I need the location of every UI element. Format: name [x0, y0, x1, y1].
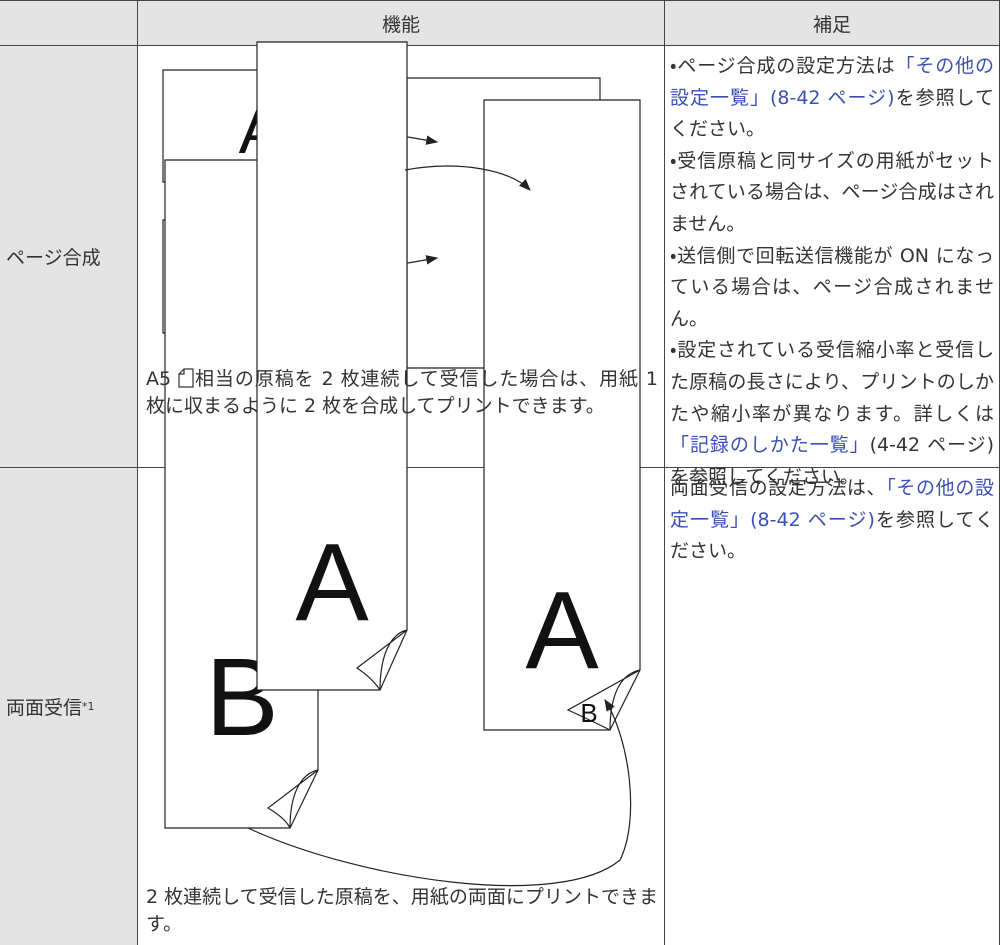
text: 2 枚連続して受信した原稿を、用紙の両面にプリントできます。 [146, 886, 658, 935]
notes: ・ページ合成の設定方法は「その他の設定一覧」(8-42 ページ)を参照してくださ… [670, 51, 994, 493]
arrow [404, 165, 531, 191]
row-label-cell: ページ合成 [0, 46, 138, 468]
link[interactable]: 「記録のしかた一覧」 [670, 434, 870, 457]
notes: 両面受信の設定方法は、「その他の設定一覧」(8-42 ページ)を参照してください… [670, 473, 994, 568]
page-shape [483, 99, 641, 731]
text: 相当の原稿を 2 枚連続して受信した場合は、用紙 1 枚に収まるように 2 枚を… [146, 368, 658, 417]
footnote-mark: *1 [82, 700, 95, 713]
text: ・設定されている受信縮小率と受信した原稿の長さにより、プリントのしかたや縮小率が… [670, 339, 994, 425]
page-curl [266, 769, 319, 829]
text: ・送信側で回転送信機能が ON になっている場合は、ページ合成されません。 [670, 244, 994, 330]
note-item: ・送信側で回転送信機能が ON になっている場合は、ページ合成されません。 [670, 241, 994, 336]
note-item: ・設定されている受信縮小率と受信した原稿の長さにより、プリントのしかたや縮小率が… [670, 335, 994, 493]
description: 2 枚連続して受信した原稿を、用紙の両面にプリントできます。 [146, 884, 658, 938]
header-cell: 機能 [138, 0, 665, 46]
text: ・ページ合成の設定方法は [670, 55, 896, 77]
row-label: 両面受信 [6, 697, 83, 719]
figure-letter: A [525, 569, 599, 692]
figure-letter: A [295, 521, 369, 644]
text: A5 [146, 368, 179, 390]
link[interactable]: 「その他の設定一覧」(8-42 ページ) [670, 55, 994, 109]
text: (4-42 ページ)を参照してください。 [670, 434, 994, 488]
page-curl [566, 669, 641, 731]
page-shape [256, 41, 408, 691]
note-item: ・受信原稿と同サイズの用紙がセットされている場合は、ページ合成はされません。 [670, 146, 994, 241]
text: を参照してください。 [670, 508, 994, 563]
note-item: ・ページ合成の設定方法は「その他の設定一覧」(8-42 ページ)を参照してくださ… [670, 51, 994, 146]
text: を参照してください。 [670, 86, 994, 141]
link[interactable]: 「その他の設定一覧」(8-42 ページ) [670, 477, 994, 531]
header: 機能 [381, 13, 420, 36]
text: ・受信原稿と同サイズの用紙がセットされている場合は、ページ合成はされません。 [670, 149, 994, 235]
feature-cell [138, 468, 665, 945]
page-curl [355, 629, 408, 691]
arrow [247, 698, 632, 887]
header: 補足 [812, 13, 851, 36]
row-label: ページ合成 [6, 247, 101, 269]
row-label-cell: 両面受信 *1 [0, 468, 138, 945]
paper-icon [178, 368, 194, 388]
text: 両面受信の設定方法は、 [670, 477, 887, 499]
description: A5 相当の原稿を 2 枚連続して受信した場合は、用紙 1 枚に収まるように 2… [146, 366, 658, 420]
header-cell: 補足 [665, 0, 1000, 46]
note-item: 両面受信の設定方法は、「その他の設定一覧」(8-42 ページ)を参照してください… [670, 473, 994, 568]
figure-letter: B [580, 698, 597, 728]
corner-cell [0, 0, 138, 46]
